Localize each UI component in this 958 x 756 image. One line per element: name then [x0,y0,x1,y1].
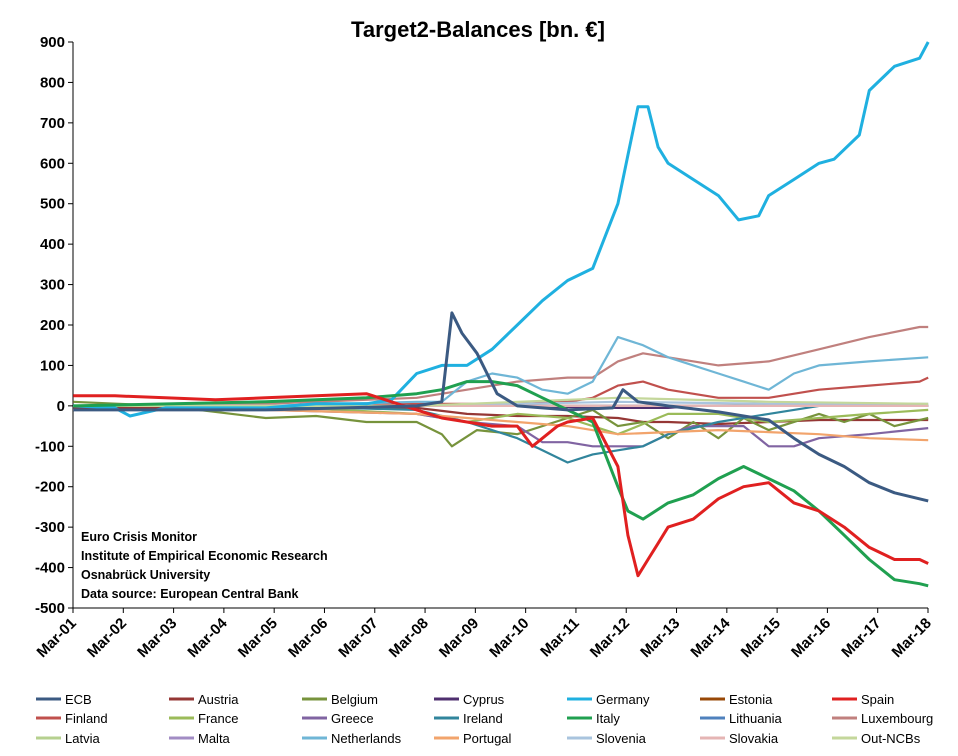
chart-title: Target2-Balances [bn. €] [351,17,605,42]
legend-label: Cyprus [463,692,505,707]
y-tick-label: 0 [57,398,65,415]
x-tick-label: Mar-14 [687,614,734,661]
y-tick-label: 300 [40,277,65,294]
series-line-germany [73,41,930,418]
x-tick-label: Mar-10 [486,615,532,661]
y-tick-label: -200 [35,479,65,496]
legend-label: Malta [198,731,231,746]
series-line-austria [73,406,929,426]
x-tick-label: Mar-13 [637,615,683,661]
y-tick-label: 600 [40,155,65,172]
source-note-line: Euro Crisis Monitor [81,530,197,544]
x-tick-label: Mar-15 [738,615,784,661]
y-tick-label: 500 [40,196,65,213]
legend-label: Spain [861,692,894,707]
legend-label: Slovakia [729,731,779,746]
legend-label: Slovenia [596,731,647,746]
series-line-ecb [73,311,929,503]
legend-label: Greece [331,711,374,726]
series-line-spain [73,392,929,578]
x-tick-label: Mar-04 [184,614,231,661]
series-line-italy [73,380,929,588]
x-tick-label: Mar-03 [134,615,180,661]
y-tick-label: -500 [35,600,65,617]
y-tick-label: 700 [40,115,65,132]
legend-label: Latvia [65,731,100,746]
y-tick-label: -300 [35,519,65,536]
legend-label: Italy [596,711,620,726]
x-tick-label: Mar-09 [436,615,482,661]
series-line-portugal [73,408,929,442]
legend-label: Estonia [729,692,773,707]
x-tick-label: Mar-16 [788,615,834,661]
legend-label: Portugal [463,731,512,746]
legend-label: Germany [596,692,650,707]
legend-label: Finland [65,711,108,726]
legend-label: France [198,711,238,726]
legend-label: Austria [198,692,239,707]
x-tick-label: Mar-17 [838,615,884,661]
source-notes: Euro Crisis Monitor Institute of Empirica… [81,530,328,601]
legend-label: Ireland [463,711,503,726]
y-tick-label: -100 [35,438,65,455]
legend: ECB Austria Belgium Cyprus Germany Estonia Spa… [36,692,933,746]
source-note-line: Osnabrück University [81,568,210,582]
series-group [73,41,930,588]
x-tick-label: Mar-08 [386,615,432,661]
y-tick-label: 800 [40,74,65,91]
legend-label: Luxembourg [861,711,933,726]
series-line-belgium [73,400,929,448]
legend-label: Lithuania [729,711,783,726]
x-tick-label: Mar-12 [587,615,633,661]
series-line-netherlands [73,336,929,407]
x-tick-label: Mar-18 [889,615,935,661]
x-tick-label: Mar-02 [84,615,130,661]
series-line-luxembourg [73,325,929,407]
legend-label: ECB [65,692,92,707]
y-tick-label: 200 [40,317,65,334]
x-tick-label: Mar-05 [235,615,281,661]
legend-label: Belgium [331,692,378,707]
legend-label: Netherlands [331,731,402,746]
y-tick-label: -400 [35,560,65,577]
x-tick-label: Mar-07 [335,615,381,661]
plot-area: 900 800 700 600 500 400 300 200 100 0 -100 -200 -300… [34,34,935,661]
x-tick-label: Mar-11 [537,615,583,661]
source-note-line: Data source: European Central Bank [81,587,298,601]
y-tick-label: 900 [40,34,65,51]
y-tick-label: 400 [40,236,65,253]
x-tick-label: Mar-01 [34,615,80,661]
x-tick-label: Mar-06 [285,615,331,661]
legend-label: Out-NCBs [861,731,921,746]
y-tick-label: 100 [40,357,65,374]
source-note-line: Institute of Empirical Economic Research [81,549,328,563]
